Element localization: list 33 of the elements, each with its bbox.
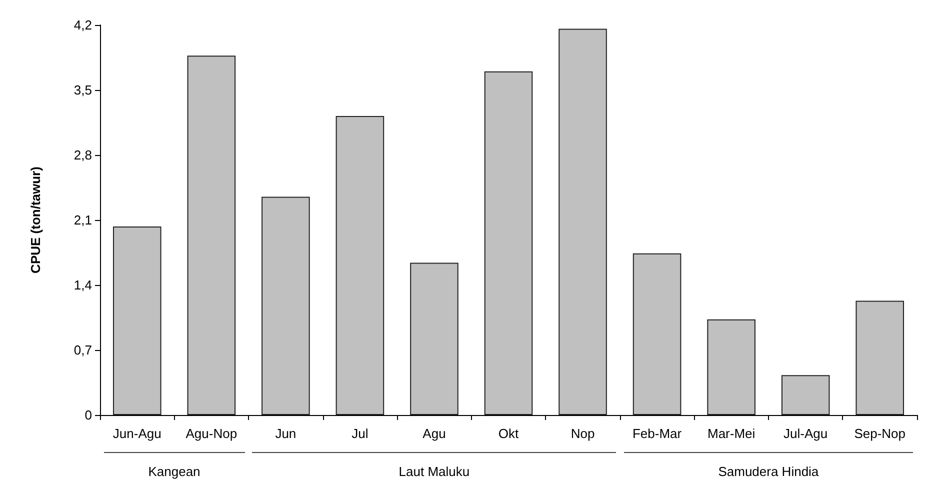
x-tick-label: Agu-Nop [186, 426, 238, 441]
bar [856, 300, 904, 415]
x-tick-label: Nop [570, 426, 595, 441]
bar [781, 375, 830, 415]
x-tick-label: Jun-Agu [112, 426, 162, 441]
x-tick-label: Mar-Mei [707, 426, 756, 441]
y-tick-label: 3,5 [74, 82, 92, 98]
bar [484, 71, 533, 415]
y-axis-title: CPUE (ton/tawur) [28, 166, 43, 274]
y-tick-label: 2,8 [74, 148, 92, 162]
text: Samudera Hindia [717, 464, 820, 479]
bar [113, 226, 162, 415]
x-tick-label: Jun [275, 426, 296, 441]
x-tick-label: Jul [352, 426, 368, 441]
text: Laut Maluku [398, 464, 471, 479]
y-tick-label: 4,2 [74, 18, 92, 32]
bar [410, 262, 458, 415]
x-tick-label: Okt [498, 426, 519, 441]
y-tick-label: 2,1 [74, 212, 92, 228]
x-tick-label: Agu [422, 426, 446, 441]
x-tick-label: Jul-Agu [784, 426, 828, 441]
text: Kangean [147, 464, 202, 479]
bar [187, 56, 236, 415]
x-tick-label: Sep-Nop [854, 426, 906, 441]
y-tick-label: 0,7 [74, 342, 92, 358]
bar [336, 116, 384, 415]
bar [558, 28, 607, 415]
x-tick-label: Feb-Mar [632, 426, 682, 441]
bar [632, 253, 682, 415]
y-tick-label: 1,4 [74, 278, 92, 292]
y-tick-label: 0 [84, 408, 92, 422]
bar [707, 319, 756, 415]
bar [262, 196, 310, 415]
